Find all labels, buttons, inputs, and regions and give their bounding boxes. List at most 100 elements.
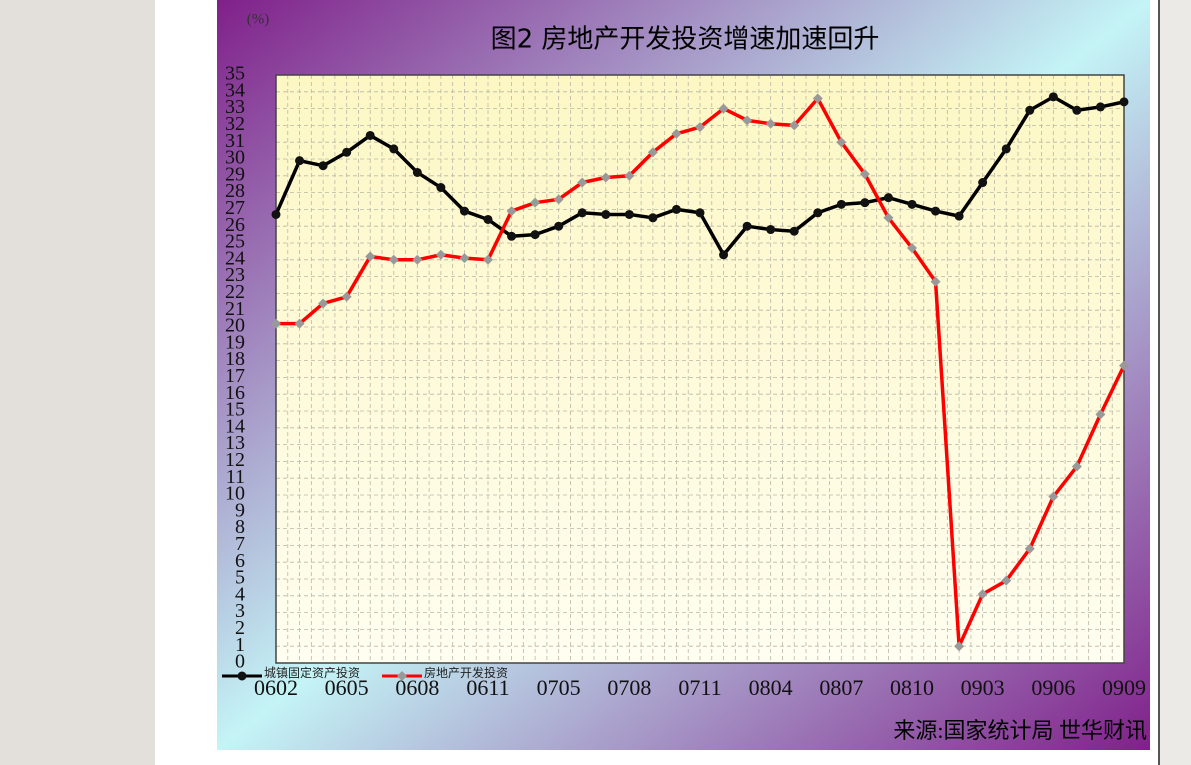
x-tick-label: 0611 <box>466 675 509 700</box>
y-tick-label: 9 <box>235 499 245 521</box>
data-point <box>836 199 846 209</box>
x-tick-label: 0608 <box>395 675 439 700</box>
data-point <box>742 221 752 231</box>
y-tick-label: 14 <box>225 415 245 437</box>
data-point <box>648 213 658 223</box>
data-point <box>719 250 729 260</box>
x-tick-label: 0909 <box>1102 675 1146 700</box>
data-point <box>1024 543 1035 554</box>
data-point <box>695 122 705 133</box>
data-point <box>1119 97 1129 107</box>
data-point <box>600 172 611 183</box>
x-tick-label: 0711 <box>678 675 721 700</box>
data-point <box>459 206 469 216</box>
y-tick-label: 16 <box>225 382 245 404</box>
data-point <box>412 254 423 265</box>
data-point <box>1071 461 1082 472</box>
data-point <box>954 211 964 221</box>
data-point <box>554 221 564 231</box>
data-point <box>742 115 753 126</box>
data-point <box>365 251 376 262</box>
data-point <box>506 206 517 217</box>
y-tick-label: 28 <box>225 180 245 202</box>
data-point <box>671 204 681 214</box>
data-point <box>294 318 305 329</box>
y-tick-label: 24 <box>225 247 245 269</box>
data-point <box>907 243 917 254</box>
data-point <box>860 198 870 208</box>
data-point <box>954 641 965 652</box>
legend-label: 城镇固定资产投资 <box>264 665 360 680</box>
data-point <box>1001 575 1012 586</box>
data-point <box>624 170 635 181</box>
y-tick-label: 22 <box>225 281 245 303</box>
y-tick-label: 11 <box>226 466 245 488</box>
data-point <box>365 130 375 140</box>
legend-marker <box>397 671 407 681</box>
y-tick-label: 19 <box>225 331 245 353</box>
data-point <box>342 147 352 157</box>
data-point <box>553 194 564 205</box>
data-point <box>577 177 588 188</box>
data-point <box>1095 409 1106 420</box>
y-tick-label: 5 <box>235 567 245 589</box>
data-point <box>624 209 634 219</box>
data-point <box>412 167 422 177</box>
data-point <box>341 291 352 302</box>
legend-marker <box>237 671 247 681</box>
y-tick-label: 15 <box>225 399 245 421</box>
data-point <box>978 178 988 188</box>
y-tick-label: 26 <box>225 214 245 236</box>
data-point <box>577 208 587 218</box>
data-point <box>530 230 540 240</box>
data-point <box>1048 92 1058 102</box>
data-point <box>766 225 776 235</box>
x-tick-label: 0804 <box>749 675 793 700</box>
y-tick-label: 27 <box>225 197 245 219</box>
data-point <box>977 589 988 600</box>
y-tick-label: 25 <box>225 231 245 253</box>
data-point <box>883 212 894 223</box>
data-point <box>436 183 446 193</box>
y-tick-label: 1 <box>235 634 245 656</box>
y-tick-label: 21 <box>225 298 245 320</box>
y-tick-label: 35 <box>225 63 245 85</box>
data-point <box>1119 360 1129 371</box>
y-tick-label: 29 <box>225 163 245 185</box>
data-point <box>1025 105 1035 115</box>
data-point <box>907 199 917 209</box>
y-tick-label: 2 <box>235 617 245 639</box>
data-point <box>765 118 776 129</box>
data-point <box>789 120 800 131</box>
y-tick-label: 4 <box>235 583 245 605</box>
data-point <box>883 193 893 203</box>
data-point <box>271 209 281 219</box>
data-point <box>671 128 682 139</box>
y-tick-label: 18 <box>225 348 245 370</box>
y-tick-label: 17 <box>225 365 245 387</box>
legend-label: 房地产开发投资 <box>424 665 508 680</box>
y-tick-label: 3 <box>235 600 245 622</box>
y-tick-label: 33 <box>225 96 245 118</box>
y-tick-label: 30 <box>225 147 245 169</box>
y-tick-label: 32 <box>225 113 245 135</box>
y-tick-label: 31 <box>225 130 245 152</box>
x-tick-label: 0807 <box>819 675 863 700</box>
data-point <box>813 208 823 218</box>
data-point <box>1095 102 1105 112</box>
data-point <box>483 254 493 265</box>
data-point <box>601 209 611 219</box>
data-point <box>507 231 517 241</box>
data-point <box>695 208 705 218</box>
source-note: 来源:国家统计局 世华财讯 <box>893 718 1147 743</box>
data-point <box>931 206 941 216</box>
side-panel <box>0 0 155 765</box>
x-tick-label: 0602 <box>254 675 298 700</box>
data-point <box>530 197 541 208</box>
data-point <box>459 253 470 264</box>
side-panel <box>1158 0 1191 765</box>
data-point <box>930 276 941 287</box>
data-point <box>389 144 399 154</box>
data-point <box>836 137 847 148</box>
